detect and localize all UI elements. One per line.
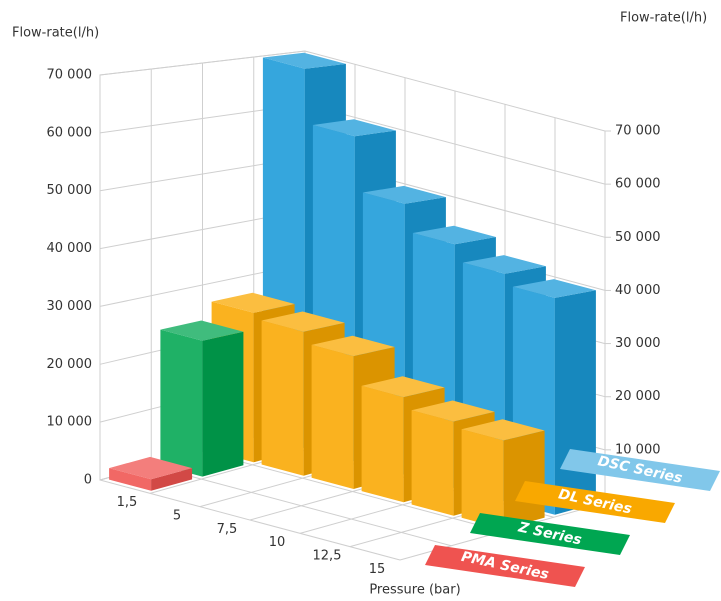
bar-front: [160, 329, 203, 477]
y2-tick-label: 40 000: [615, 283, 661, 298]
bar-top: [211, 292, 295, 313]
bar-top: [312, 119, 396, 137]
legend-item: PMA Series: [425, 545, 585, 587]
bar: [109, 456, 193, 491]
bar-front: [109, 468, 152, 491]
y-tick-label: 50 000: [47, 183, 93, 198]
y2-axis-title: Flow-rate(l/h): [620, 11, 707, 26]
x-tick-label: 15: [369, 562, 386, 577]
y-tick-label: 40 000: [47, 241, 93, 256]
legend-label: PMA Series: [460, 549, 550, 583]
y2-tick-label: 50 000: [615, 230, 661, 245]
y-tick-label: 0: [84, 473, 92, 488]
bar-top: [512, 279, 596, 298]
legend-label: DSC Series: [596, 453, 683, 487]
bar-front: [311, 344, 354, 489]
bar: [160, 320, 244, 477]
y-tick-label: 70 000: [47, 68, 93, 83]
legend-swatch: [425, 545, 585, 587]
bar-front: [411, 410, 454, 516]
y2-tick-label: 60 000: [615, 177, 661, 192]
grid-line: [99, 50, 606, 132]
bar-front: [361, 385, 404, 503]
y-tick-label: 10 000: [47, 415, 93, 430]
legend-swatch: [470, 513, 630, 555]
legend-swatch: [515, 481, 675, 523]
floor-line: [151, 465, 452, 547]
bar-top: [261, 311, 345, 332]
floor-line: [202, 451, 503, 532]
bar-top: [412, 225, 496, 245]
y2-tick-label: 10 000: [615, 442, 661, 457]
bar-top: [361, 376, 445, 398]
bar-top: [461, 419, 545, 441]
y-tick-label: 20 000: [47, 357, 93, 372]
x-tick-label: 10: [269, 535, 286, 550]
bar: [461, 419, 545, 529]
bar-side: [202, 331, 244, 477]
bar-top: [362, 185, 446, 204]
x-tick-label: 12,5: [313, 549, 342, 564]
x-tick-label: 5: [173, 509, 181, 524]
x-tick-label: 7,5: [217, 522, 238, 537]
legend-swatch: [560, 449, 720, 491]
x-axis-title: Pressure (bar): [369, 583, 460, 598]
y2-tick-label: 70 000: [615, 124, 661, 139]
bar-top: [311, 335, 395, 357]
y-tick-label: 60 000: [47, 125, 93, 140]
legend-item: Z Series: [470, 513, 630, 555]
x-tick-label: 1,5: [117, 495, 138, 510]
bar-top: [462, 255, 546, 274]
bar-top: [160, 320, 244, 341]
bar-top: [262, 52, 346, 69]
y-axis-title: Flow-rate(l/h): [12, 26, 99, 41]
bar-side: [554, 290, 596, 515]
bar-side: [151, 468, 193, 491]
y-tick-label: 30 000: [47, 299, 93, 314]
bar-front: [261, 320, 304, 476]
y2-tick-label: 20 000: [615, 389, 661, 404]
bar-top: [109, 456, 193, 480]
bar-side: [503, 430, 545, 529]
bar-front: [461, 429, 504, 529]
bar-top: [411, 400, 495, 422]
y2-tick-label: 30 000: [615, 336, 661, 351]
floor-line: [99, 479, 401, 561]
